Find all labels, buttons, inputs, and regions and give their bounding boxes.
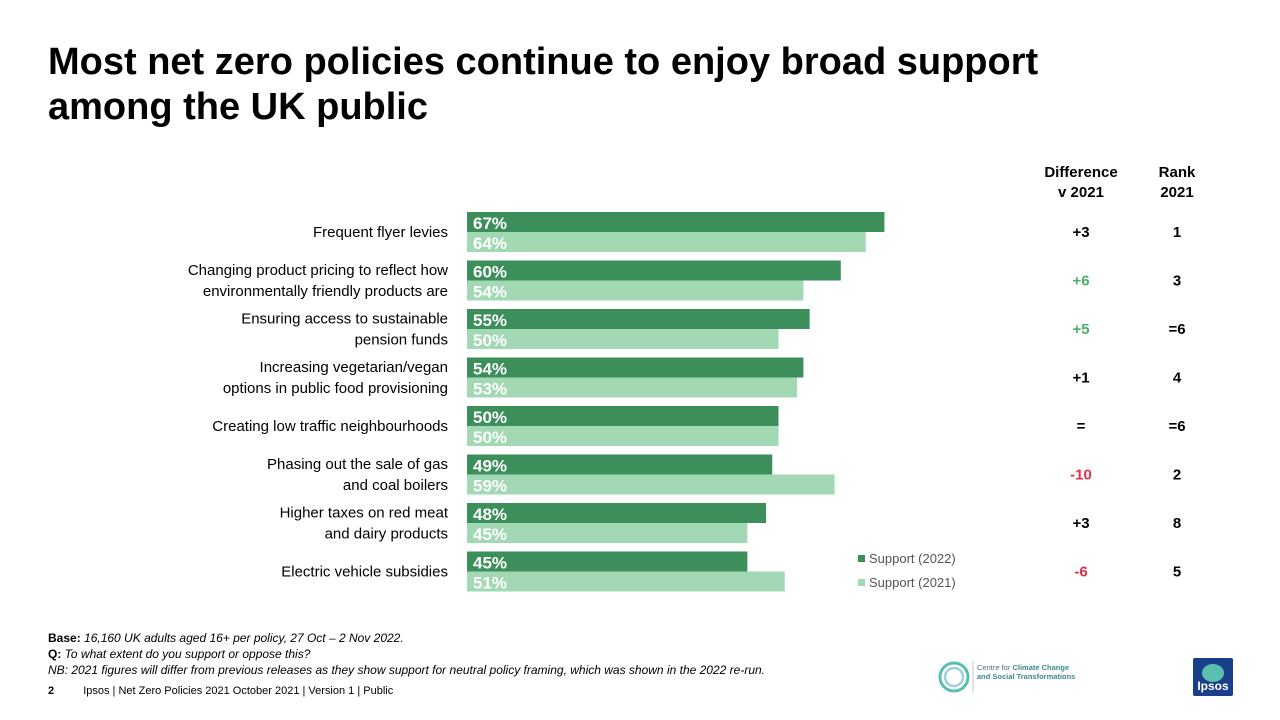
data-label-2021: 50%: [473, 428, 507, 447]
legend-label: Support (2022): [869, 551, 956, 566]
category-label: and coal boilers: [343, 477, 448, 494]
difference-column-header: Difference v 2021: [1035, 163, 1127, 203]
bar-2022: [467, 260, 841, 281]
base-note: Base: 16,160 UK adults aged 16+ per poli…: [48, 630, 765, 646]
difference-value: +3: [1072, 515, 1089, 532]
cct-text-pre: Centre for: [977, 663, 1013, 672]
bar-2021: [467, 232, 866, 252]
category-label: pension funds: [355, 332, 448, 349]
question-text: To what extent do you support or oppose …: [61, 647, 311, 661]
category-label: Ensuring access to sustainable: [241, 311, 448, 328]
difference-value: +6: [1072, 273, 1089, 290]
footer: 2 Ipsos | Net Zero Policies 2021 October…: [48, 685, 393, 697]
data-label-2021: 51%: [473, 574, 507, 593]
base-label: Base:: [48, 631, 81, 645]
bar-2021: [467, 280, 804, 301]
rank-column-header: Rank 2021: [1147, 163, 1207, 203]
data-label-2022: 54%: [473, 360, 507, 379]
difference-value: -6: [1074, 564, 1087, 581]
rank-value: 4: [1173, 370, 1182, 387]
difference-value: -10: [1070, 467, 1092, 484]
category-label: Creating low traffic neighbourhoods: [212, 418, 448, 435]
title-line-1: Most net zero policies continue to enjoy…: [48, 41, 1039, 83]
data-label-2021: 59%: [473, 477, 507, 496]
bar-2021: [467, 377, 798, 398]
bar-2021: [467, 523, 748, 543]
rank-header-line-2: 2021: [1160, 184, 1194, 201]
data-label-2021: 45%: [473, 525, 507, 544]
bar-2021: [467, 474, 835, 495]
bar-2022: [467, 503, 767, 523]
page-title: Most net zero policies continue to enjoy…: [48, 40, 1228, 130]
legend-swatch: [858, 579, 865, 586]
rank-value: 2: [1173, 467, 1181, 484]
category-label: and dairy products: [325, 526, 448, 543]
category-label: Changing product pricing to reflect how: [188, 262, 448, 279]
data-label-2022: 49%: [473, 457, 507, 476]
page-number: 2: [48, 685, 55, 697]
rank-value: 5: [1173, 564, 1181, 581]
title-line-2: among the UK public: [48, 86, 428, 128]
cct-text-line-2: and Social Transformations: [977, 672, 1076, 681]
bar-2022: [467, 406, 779, 426]
nb-note: NB: 2021 figures will differ from previo…: [48, 663, 766, 677]
bar-2022: [467, 309, 810, 329]
data-label-2022: 67%: [473, 214, 507, 233]
rank-value: 1: [1173, 224, 1181, 241]
bar-2022: [467, 212, 885, 232]
category-label: Increasing vegetarian/vegan: [260, 359, 448, 376]
data-label-2021: 50%: [473, 331, 507, 350]
base-text: 16,160 UK adults aged 16+ per policy, 27…: [80, 631, 404, 645]
bar-2022: [467, 551, 748, 572]
rank-value: 8: [1173, 515, 1181, 532]
bar-2021: [467, 426, 779, 446]
bar-2021: [467, 329, 779, 349]
cct-logo-icon: [938, 661, 974, 693]
ipsos-logo: Ipsos: [1193, 658, 1233, 696]
category-label: Phasing out the sale of gas: [267, 456, 448, 473]
difference-header-line-1: Difference: [1044, 164, 1118, 181]
rank-header-line-1: Rank: [1158, 164, 1196, 181]
bar-2022: [467, 357, 804, 378]
difference-header-line-2: v 2021: [1058, 184, 1104, 201]
data-label-2022: 45%: [473, 554, 507, 573]
notes: Base: 16,160 UK adults aged 16+ per poli…: [48, 630, 765, 678]
bar-2021: [467, 571, 785, 592]
rank-value: =6: [1168, 418, 1185, 435]
difference-value: +5: [1072, 321, 1089, 338]
cct-text-bold: Climate Change: [1012, 663, 1070, 672]
footer-text: Ipsos | Net Zero Policies 2021 October 2…: [83, 685, 394, 697]
bar-2022: [467, 454, 773, 475]
category-label: Frequent flyer levies: [313, 224, 448, 241]
question-label: Q:: [48, 647, 62, 661]
category-label: Electric vehicle subsidies: [281, 564, 448, 581]
data-label-2021: 53%: [473, 380, 507, 399]
data-label-2021: 54%: [473, 283, 507, 302]
category-label: environmentally friendly products are: [203, 283, 448, 300]
rank-value: =6: [1168, 321, 1185, 338]
data-label-2022: 55%: [473, 311, 507, 330]
question-note: Q: To what extent do you support or oppo…: [48, 646, 765, 662]
data-label-2021: 64%: [473, 234, 507, 253]
rank-value: 3: [1173, 273, 1181, 290]
legend-label: Support (2021): [869, 575, 956, 590]
difference-value: =: [1077, 418, 1086, 435]
data-label-2022: 50%: [473, 408, 507, 427]
category-label: Higher taxes on red meat: [280, 505, 449, 522]
category-label: options in public food provisioning: [223, 380, 448, 397]
data-label-2022: 48%: [473, 505, 507, 524]
cct-logo-text: Centre for Climate Change and Social Tra…: [977, 663, 1075, 681]
difference-value: +3: [1072, 224, 1089, 241]
difference-value: +1: [1072, 370, 1089, 387]
legend-swatch: [858, 555, 865, 562]
data-label-2022: 60%: [473, 263, 507, 282]
